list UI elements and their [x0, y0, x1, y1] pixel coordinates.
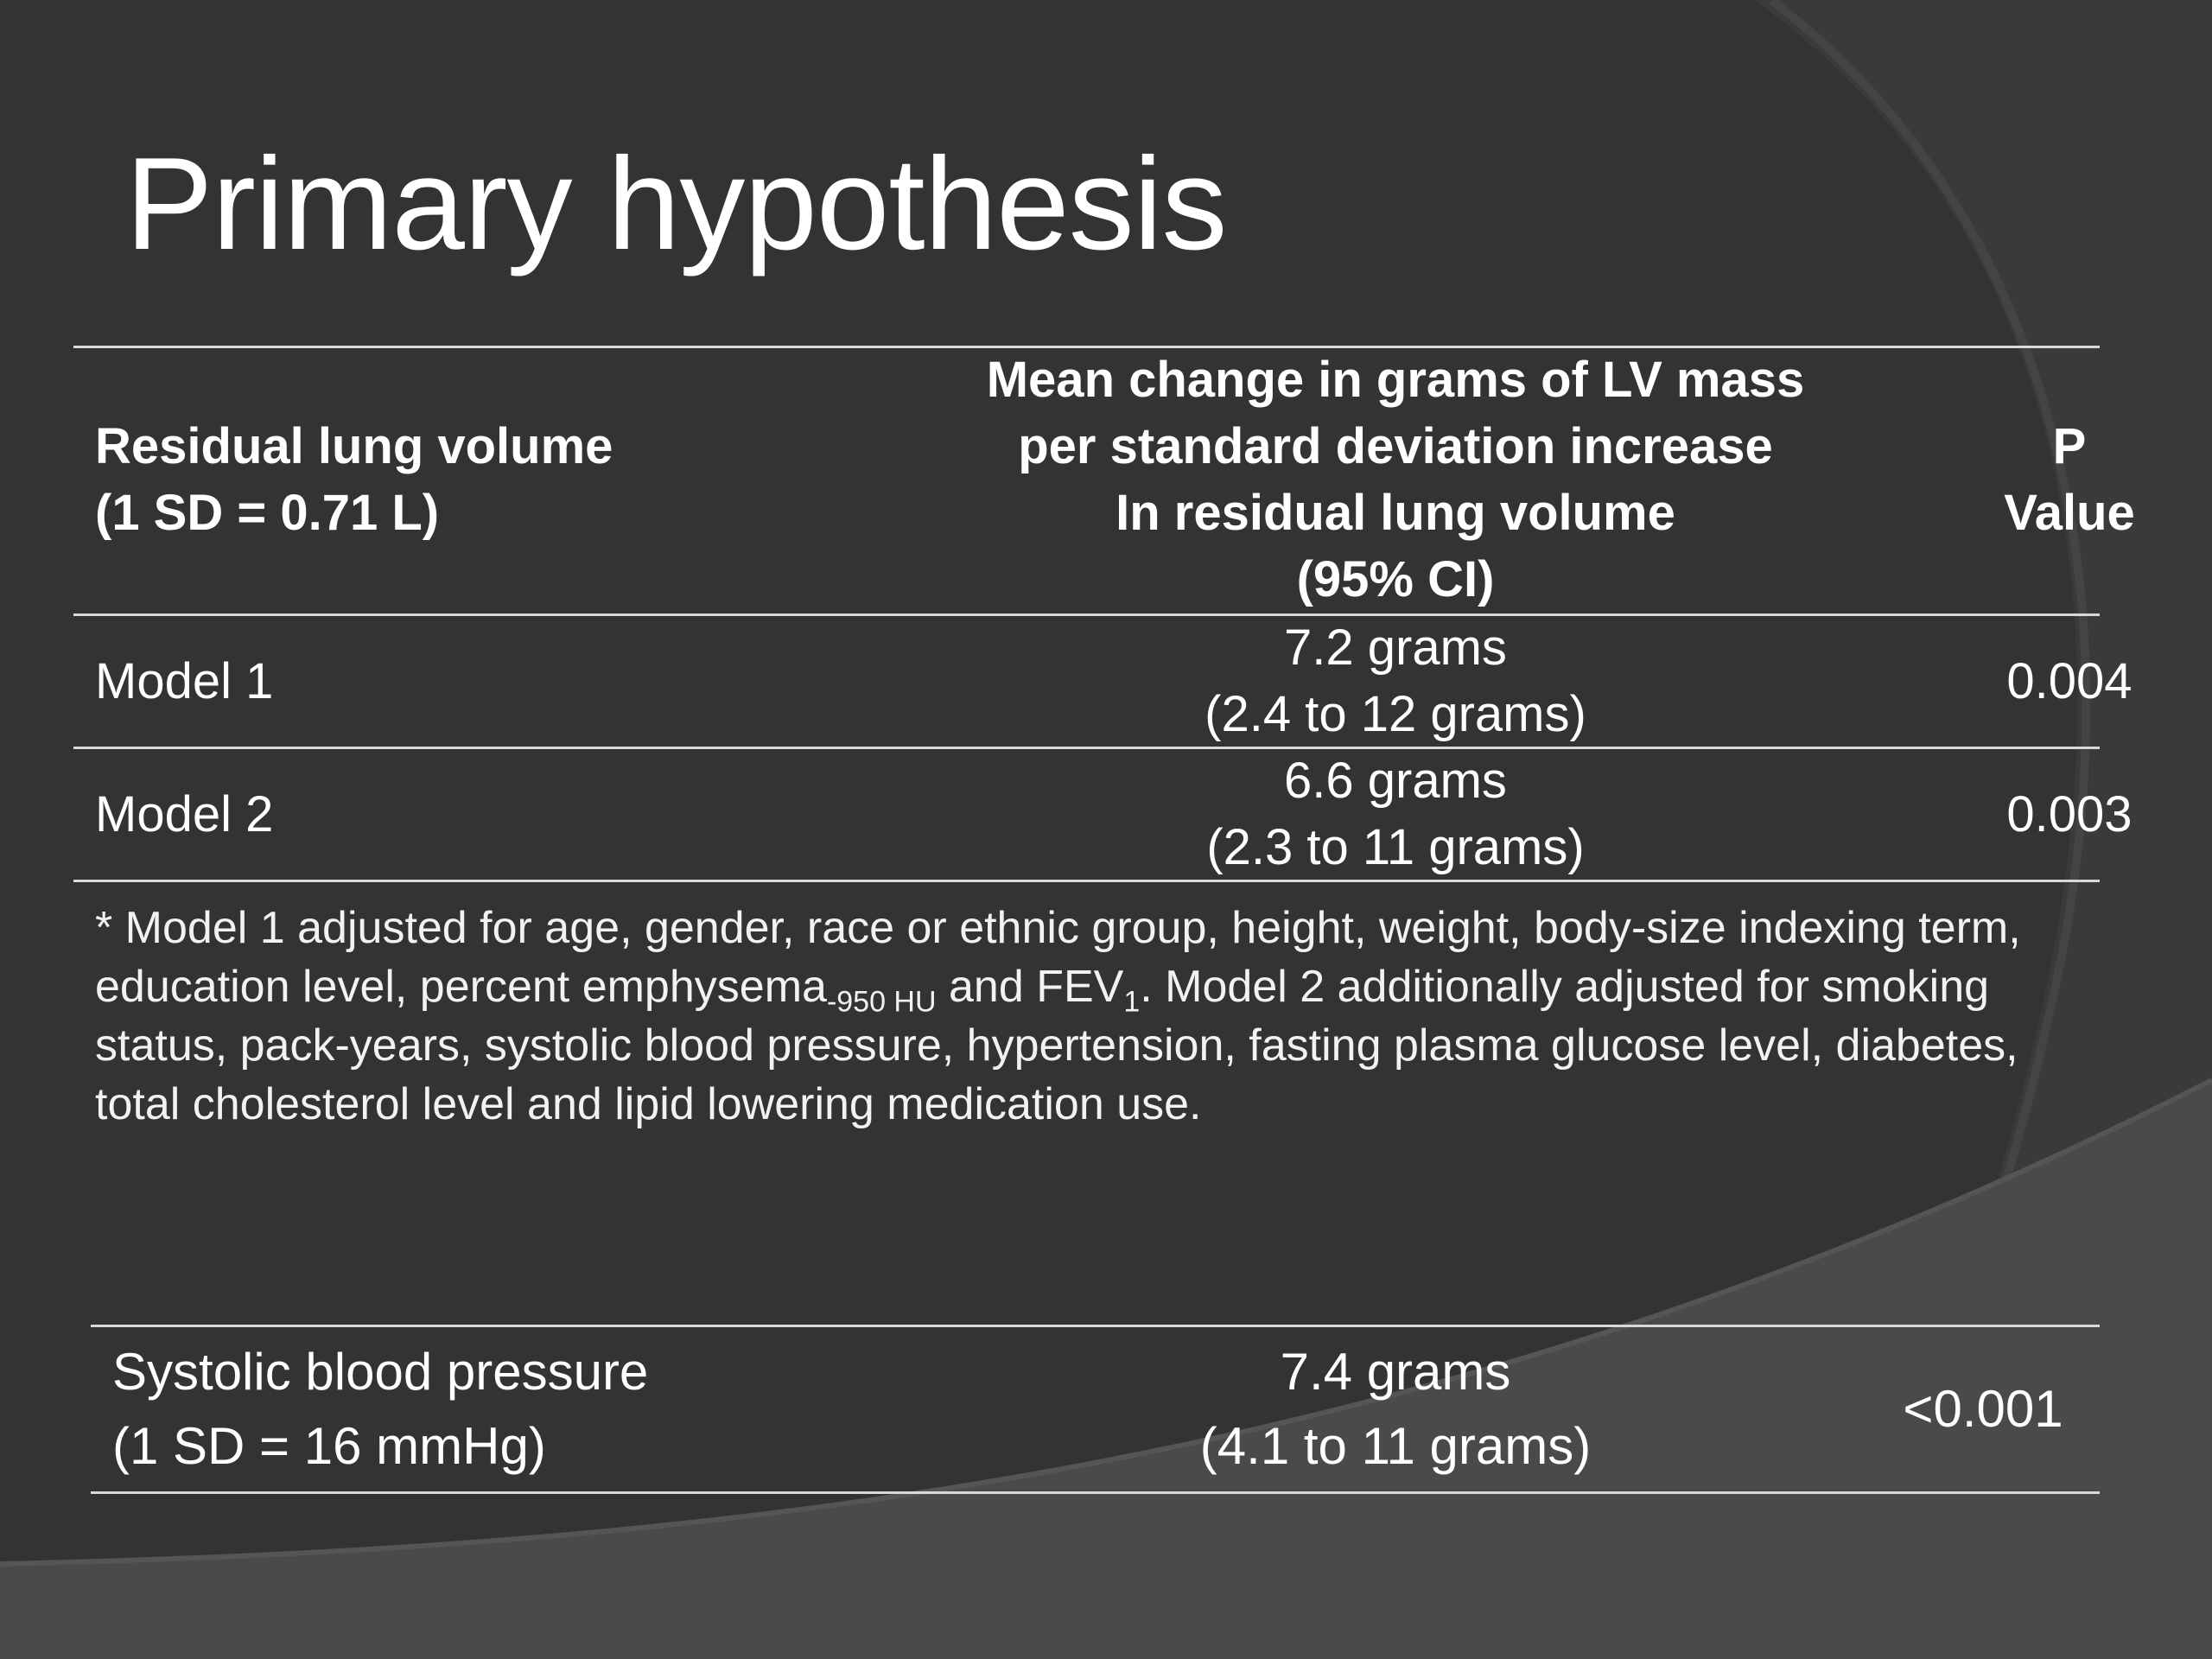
header-col2-line1: Mean change in grams of LV mass — [986, 352, 1805, 408]
bp-table-top-rule — [91, 1325, 2100, 1327]
row2-label: Model 2 — [95, 785, 274, 842]
row2-ci: (2.3 to 11 grams) — [1206, 819, 1585, 875]
table-bottom-rule — [73, 880, 2100, 882]
footnote-part2: and FEV — [936, 962, 1124, 1012]
header-col1-line1: Residual lung volume — [95, 418, 613, 474]
row2-estimate-value: 6.6 grams — [1284, 753, 1507, 809]
row1-p-value: 0.004 — [2006, 652, 2133, 709]
bp-p-value: <0.001 — [1903, 1379, 2063, 1438]
table-top-rule — [73, 346, 2100, 348]
bp-estimate: 7.4 grams (4.1 to 11 grams) — [765, 1326, 2026, 1491]
row1-estimate-value: 7.2 grams — [1284, 620, 1507, 676]
header-col2-line3: In residual lung volume — [1116, 485, 1675, 541]
bp-label-line2: (1 SD = 16 mmHg) — [112, 1416, 546, 1475]
footnote-part3: . Model 2 additionally adjusted for smok… — [95, 962, 2018, 1129]
header-col2-line4: (95% CI) — [1296, 551, 1495, 607]
row2-p-value: 0.003 — [2006, 785, 2133, 842]
row1-ci: (2.4 to 12 grams) — [1205, 686, 1586, 742]
bp-label-line1: Systolic blood pressure — [112, 1342, 649, 1401]
row1-estimate: 7.2 grams (2.4 to 12 grams) — [765, 615, 2026, 747]
header-bottom-rule — [73, 613, 2100, 616]
slide-title: Primary hypothesis — [125, 130, 1227, 277]
header-residual-lung-volume: Residual lung volume (1 SD = 0.71 L) — [95, 346, 873, 613]
row-divider — [73, 747, 2100, 749]
bp-ci: (4.1 to 11 grams) — [1199, 1416, 1592, 1475]
header-mean-change: Mean change in grams of LV mass per stan… — [765, 346, 2026, 613]
row1-label: Model 1 — [95, 652, 274, 709]
header-p-value: P Value — [1853, 346, 2212, 613]
header-col3-line2: Value — [2004, 485, 2135, 541]
footnote-sub-hu: -950 HU — [826, 985, 937, 1019]
header-col2-line2: per standard deviation increase — [1018, 418, 1773, 474]
bp-estimate-value: 7.4 grams — [1280, 1342, 1511, 1401]
header-col3-line1: P — [2052, 418, 2087, 474]
footnote-sub-fev: 1 — [1123, 985, 1141, 1019]
row2-estimate: 6.6 grams (2.3 to 11 grams) — [765, 748, 2026, 880]
bp-table-bottom-rule — [91, 1491, 2100, 1494]
header-col1-line2: (1 SD = 0.71 L) — [95, 485, 440, 541]
table-footnote: * Model 1 adjusted for age, gender, race… — [95, 899, 2100, 1134]
footnote-part1: * Model 1 adjusted for age, gender, race… — [95, 903, 2021, 1012]
blood-pressure-table: Systolic blood pressure (1 SD = 16 mmHg)… — [91, 1325, 2100, 1494]
results-table: Residual lung volume (1 SD = 0.71 L) Mea… — [73, 346, 2135, 882]
bp-label: Systolic blood pressure (1 SD = 16 mmHg) — [112, 1326, 890, 1491]
